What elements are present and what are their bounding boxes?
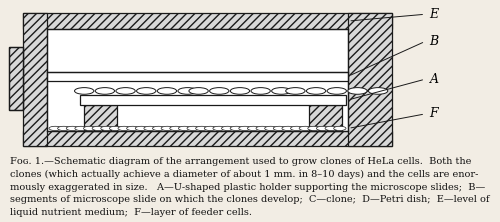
Circle shape [327, 88, 346, 94]
Text: mously exaggerated in size.   A—U-shaped plastic holder supporting the microscop: mously exaggerated in size. A—U-shaped p… [10, 183, 485, 192]
Bar [308, 105, 342, 131]
Circle shape [95, 88, 114, 94]
Circle shape [290, 126, 303, 131]
Circle shape [239, 126, 251, 131]
Text: A: A [430, 73, 438, 86]
Circle shape [152, 126, 165, 131]
Circle shape [178, 88, 198, 94]
Text: F: F [430, 107, 438, 120]
Bar [47, 29, 348, 131]
Circle shape [66, 126, 78, 131]
Text: segments of microscope slide on which the clones develop;  C—clone;  D—Petri dis: segments of microscope slide on which th… [10, 195, 490, 204]
Circle shape [196, 126, 208, 131]
Circle shape [348, 88, 367, 94]
Circle shape [136, 126, 147, 131]
Circle shape [222, 126, 234, 131]
Circle shape [306, 88, 326, 94]
Circle shape [308, 126, 320, 131]
Circle shape [110, 126, 122, 131]
Circle shape [189, 88, 208, 94]
Bar [80, 95, 346, 105]
Circle shape [282, 126, 294, 131]
Circle shape [84, 126, 96, 131]
Circle shape [101, 126, 113, 131]
Circle shape [75, 126, 87, 131]
Circle shape [58, 126, 70, 131]
Text: E: E [430, 8, 438, 21]
Circle shape [136, 88, 156, 94]
Circle shape [256, 126, 268, 131]
Circle shape [230, 88, 250, 94]
Circle shape [299, 126, 312, 131]
Circle shape [161, 126, 173, 131]
Circle shape [126, 126, 139, 131]
Circle shape [248, 126, 260, 131]
Circle shape [213, 126, 225, 131]
Text: liquid nutrient medium;  F—layer of feeder cells.: liquid nutrient medium; F—layer of feede… [10, 208, 252, 217]
Text: Fᴏɢ. 1.—Schematic diagram of the arrangement used to grow clones of HeLa cells. : Fᴏɢ. 1.—Schematic diagram of the arrange… [10, 157, 471, 166]
Circle shape [144, 126, 156, 131]
Bar [22, 14, 47, 146]
Circle shape [286, 88, 305, 94]
Circle shape [210, 88, 229, 94]
Circle shape [118, 126, 130, 131]
Circle shape [368, 88, 388, 94]
Circle shape [187, 126, 200, 131]
Bar [22, 14, 392, 29]
Circle shape [334, 126, 346, 131]
Bar [22, 131, 392, 146]
Circle shape [230, 126, 242, 131]
Circle shape [274, 126, 285, 131]
Circle shape [178, 126, 190, 131]
Circle shape [272, 88, 291, 94]
Circle shape [74, 88, 94, 94]
Circle shape [116, 88, 135, 94]
Circle shape [251, 88, 270, 94]
Text: B: B [430, 35, 438, 48]
Text: clones (which actually achieve a diameter of about 1 mm. in 8–10 days) and the c: clones (which actually achieve a diamete… [10, 170, 478, 179]
Bar [47, 72, 348, 81]
Circle shape [316, 126, 328, 131]
Circle shape [49, 126, 62, 131]
Circle shape [170, 126, 182, 131]
Bar [348, 14, 392, 146]
Circle shape [92, 126, 104, 131]
Circle shape [325, 126, 338, 131]
Bar [10, 47, 22, 110]
Circle shape [204, 126, 216, 131]
Circle shape [157, 88, 176, 94]
Bar [10, 47, 22, 110]
Circle shape [264, 126, 277, 131]
Bar [84, 105, 117, 131]
